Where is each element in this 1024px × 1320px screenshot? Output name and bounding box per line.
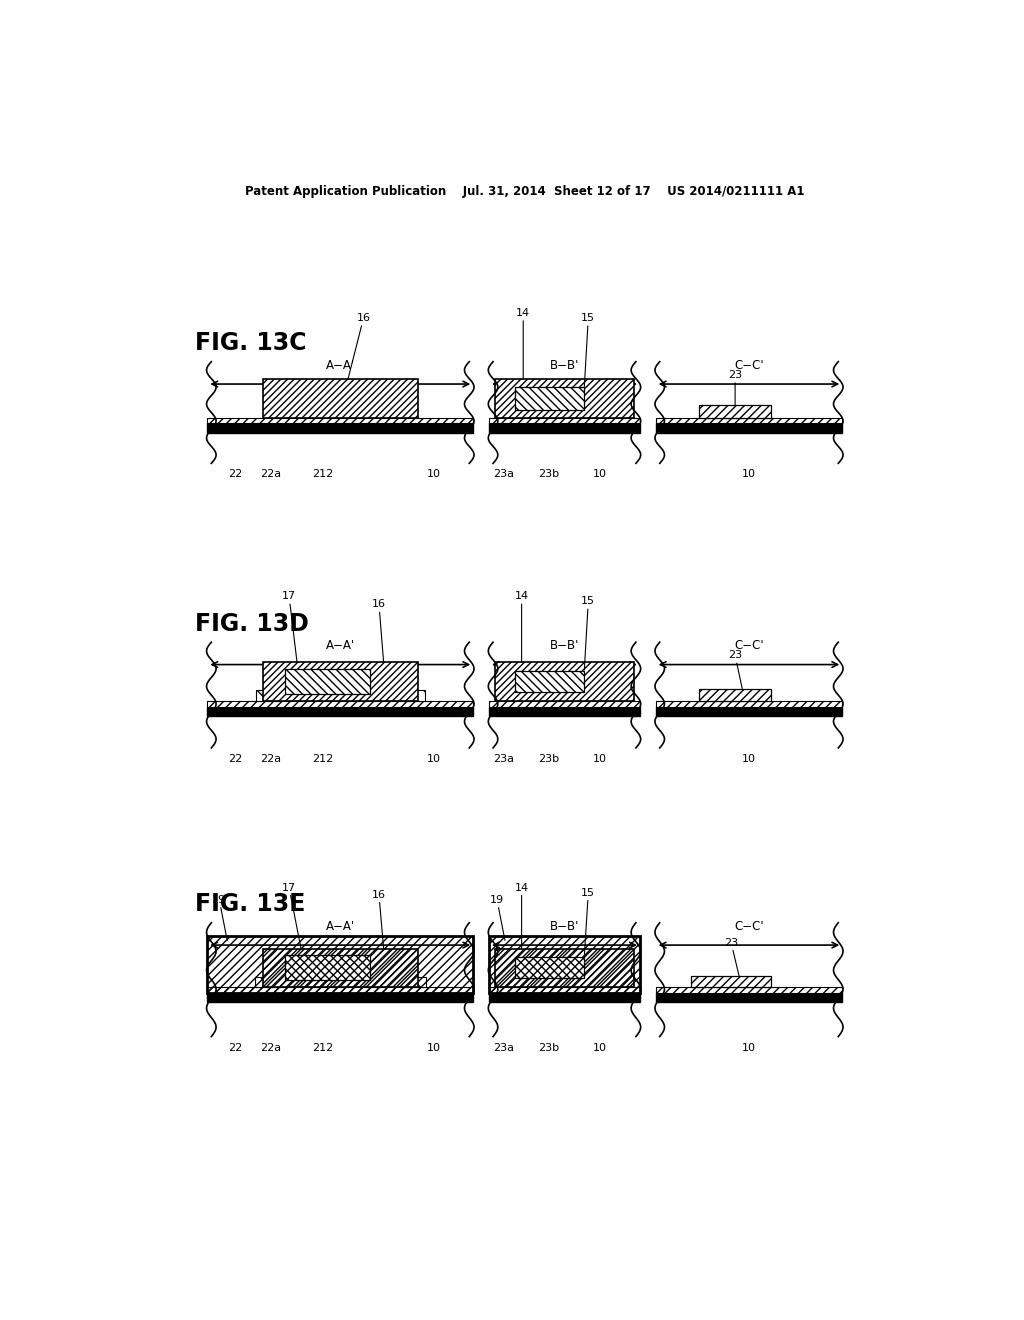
Bar xyxy=(699,689,771,701)
Text: 14: 14 xyxy=(515,883,528,949)
Text: 14: 14 xyxy=(516,308,530,379)
Text: B−B': B−B' xyxy=(550,920,580,933)
Text: 22: 22 xyxy=(228,470,243,479)
Bar xyxy=(655,417,842,424)
Text: 23a: 23a xyxy=(493,754,514,764)
Text: A−A': A−A' xyxy=(326,639,355,652)
Text: 212: 212 xyxy=(311,470,333,479)
Text: 15: 15 xyxy=(582,888,595,956)
Text: 212: 212 xyxy=(311,1043,333,1052)
Bar xyxy=(207,706,473,717)
Text: B−B': B−B' xyxy=(550,639,580,652)
Text: C−C': C−C' xyxy=(734,359,764,372)
Text: 16: 16 xyxy=(372,599,386,663)
Bar xyxy=(515,387,585,409)
Bar xyxy=(489,936,640,993)
Text: C−C': C−C' xyxy=(734,920,764,933)
Text: 10: 10 xyxy=(593,470,607,479)
Text: 10: 10 xyxy=(427,1043,440,1052)
Bar xyxy=(489,417,640,424)
Text: 19: 19 xyxy=(212,895,227,940)
Text: 23: 23 xyxy=(728,370,742,405)
Text: 212: 212 xyxy=(311,754,333,764)
Bar xyxy=(255,977,279,987)
Text: 10: 10 xyxy=(427,470,440,479)
Bar xyxy=(515,671,585,692)
Bar xyxy=(699,405,771,417)
Text: 10: 10 xyxy=(427,754,440,764)
Text: 22: 22 xyxy=(228,1043,243,1052)
Bar xyxy=(207,417,473,424)
Text: 15: 15 xyxy=(582,313,595,387)
Text: 16: 16 xyxy=(348,313,371,379)
Bar xyxy=(207,936,473,993)
Bar xyxy=(655,706,842,717)
Bar xyxy=(401,690,425,701)
Text: 23a: 23a xyxy=(493,470,514,479)
Text: 10: 10 xyxy=(593,1043,607,1052)
Text: 23b: 23b xyxy=(538,1043,559,1052)
Bar xyxy=(655,993,842,1002)
Text: 15: 15 xyxy=(582,597,595,671)
Text: Patent Application Publication    Jul. 31, 2014  Sheet 12 of 17    US 2014/02111: Patent Application Publication Jul. 31, … xyxy=(245,185,805,198)
Bar xyxy=(496,949,634,987)
Text: 23: 23 xyxy=(728,651,742,689)
Text: 10: 10 xyxy=(742,470,756,479)
Bar xyxy=(489,987,640,993)
Bar xyxy=(207,987,473,993)
Text: 16: 16 xyxy=(372,890,386,949)
Text: A−A': A−A' xyxy=(326,359,355,372)
Bar xyxy=(655,424,842,433)
Text: 23: 23 xyxy=(724,937,739,975)
Text: FIG. 13C: FIG. 13C xyxy=(196,331,307,355)
Text: 23b: 23b xyxy=(538,754,559,764)
Bar xyxy=(655,987,842,993)
Text: 22a: 22a xyxy=(260,470,282,479)
Bar xyxy=(655,701,842,706)
Bar xyxy=(515,957,585,978)
Text: 22a: 22a xyxy=(260,1043,282,1052)
Text: 19: 19 xyxy=(489,895,505,940)
Text: 10: 10 xyxy=(742,754,756,764)
Bar xyxy=(256,690,280,701)
Bar xyxy=(489,701,640,706)
Bar xyxy=(401,977,426,987)
Bar xyxy=(489,706,640,717)
Text: FIG. 13E: FIG. 13E xyxy=(196,892,306,916)
Text: B−B': B−B' xyxy=(550,359,580,372)
Bar xyxy=(263,379,418,417)
Bar xyxy=(285,669,371,694)
Text: 14: 14 xyxy=(515,591,528,663)
Bar xyxy=(263,663,418,701)
Text: 22a: 22a xyxy=(260,754,282,764)
Text: 22: 22 xyxy=(228,754,243,764)
Bar xyxy=(207,424,473,433)
Bar xyxy=(496,379,634,417)
Text: 10: 10 xyxy=(742,1043,756,1052)
Bar xyxy=(496,663,634,701)
Text: 17: 17 xyxy=(282,591,297,663)
Bar xyxy=(207,701,473,706)
Text: 23b: 23b xyxy=(538,470,559,479)
Text: 17: 17 xyxy=(282,883,301,949)
Text: FIG. 13D: FIG. 13D xyxy=(196,611,309,636)
Bar xyxy=(489,424,640,433)
Text: C−C': C−C' xyxy=(734,639,764,652)
Text: 23a: 23a xyxy=(493,1043,514,1052)
Bar xyxy=(489,993,640,1002)
Bar xyxy=(285,956,371,981)
Bar xyxy=(691,975,771,987)
Text: A−A': A−A' xyxy=(326,920,355,933)
Bar xyxy=(263,949,418,987)
Text: 10: 10 xyxy=(593,754,607,764)
Bar xyxy=(207,993,473,1002)
